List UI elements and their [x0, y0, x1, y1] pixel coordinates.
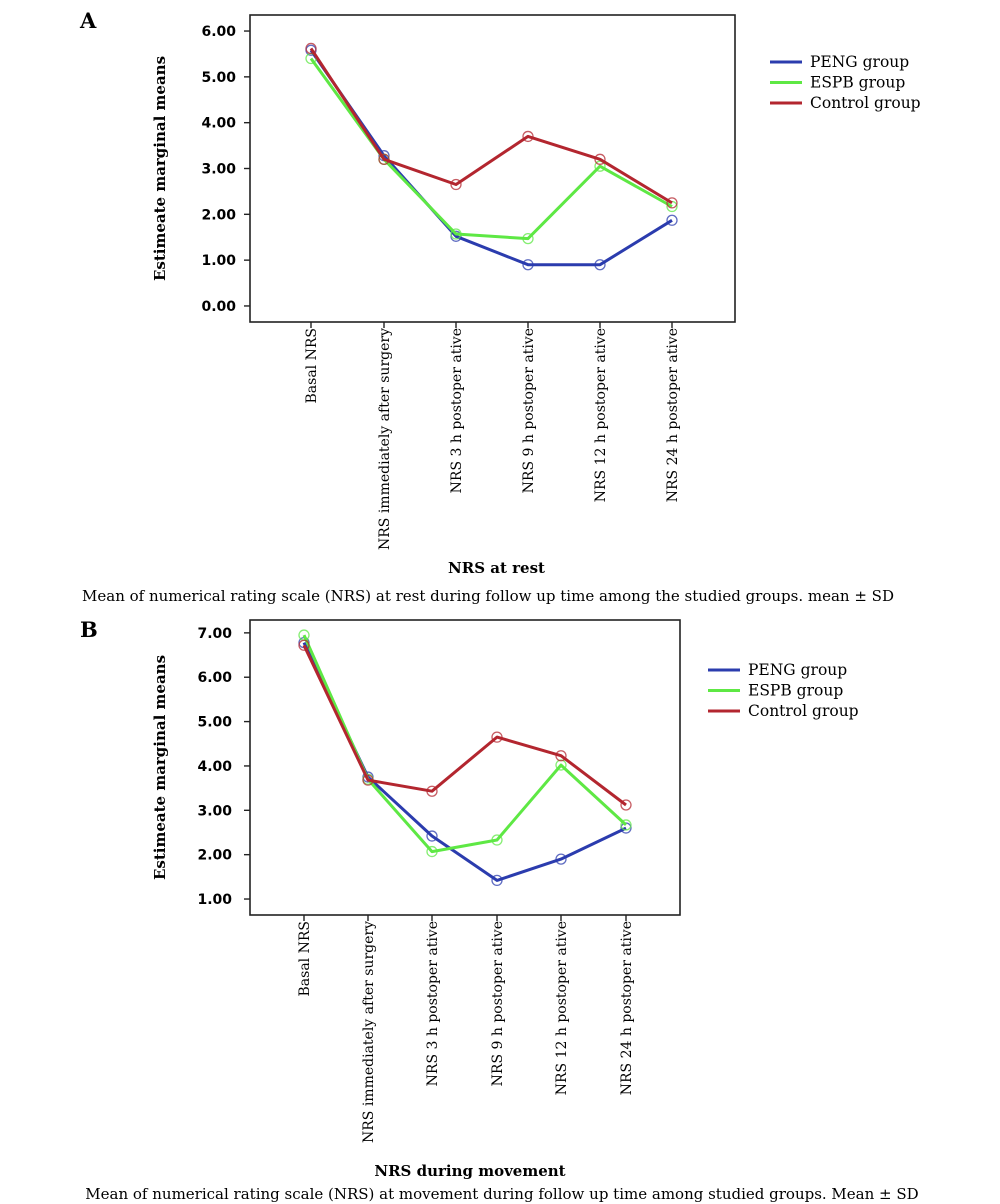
plot-frame — [249, 14, 736, 323]
series-line — [302, 644, 627, 807]
data-point — [522, 130, 534, 143]
y-tick-label: 3.00 — [201, 162, 236, 178]
x-tick-label: NRS 24 h postoper ative — [619, 921, 635, 1095]
x-tick-label: NRS 9 h postoper ative — [521, 328, 537, 493]
y-tick-label: 5.00 — [201, 70, 236, 86]
data-point — [362, 774, 374, 786]
legend-label: Control group — [748, 702, 859, 720]
x-tick-label: NRS 3 h postoper ative — [449, 328, 465, 493]
x-tick-label: NRS immediately after surgery — [377, 328, 393, 550]
series-line — [302, 634, 628, 854]
data-point — [555, 759, 567, 771]
legend-label: ESPB group — [748, 682, 843, 700]
y-tick-label: 2.00 — [197, 848, 232, 864]
legend-label: Control group — [810, 94, 921, 112]
data-point — [555, 750, 567, 762]
legend-label: PENG group — [810, 53, 909, 71]
y-tick-label: 3.00 — [197, 803, 232, 819]
data-point — [522, 259, 534, 271]
y-tick-label: 5.00 — [197, 715, 232, 731]
y-tick-label: 4.00 — [197, 759, 232, 775]
y-tick-label: 6.00 — [201, 24, 236, 40]
data-point — [491, 874, 503, 887]
y-tick-label: 6.00 — [197, 670, 232, 686]
data-point — [305, 42, 317, 55]
x-tick-label: NRS 12 h postoper ative — [593, 328, 609, 502]
x-tick-label: NRS 12 h postoper ative — [554, 921, 570, 1095]
data-point — [594, 259, 606, 271]
y-tick-label: 7.00 — [197, 626, 232, 642]
data-point — [426, 830, 438, 842]
x-tick-label: Basal NRS — [304, 328, 320, 403]
series-line — [309, 47, 673, 205]
data-point — [620, 799, 632, 811]
chart-panel-a: A 0.00 1.00 2.00 3.00 4.00 5.00 6.00 Basal NRS NR… — [79, 8, 921, 605]
legend-label: PENG group — [748, 661, 847, 679]
y-axis-label: Estimeate marginal means — [151, 56, 169, 281]
data-point — [450, 178, 462, 191]
x-tick-label: NRS 3 h postoper ative — [425, 921, 441, 1086]
x-tick-label: NRS 24 h postoper ative — [665, 328, 681, 502]
plot-frame — [249, 619, 681, 916]
y-tick-label: 1.00 — [197, 892, 232, 908]
series-line — [309, 57, 673, 241]
data-point — [378, 153, 390, 165]
x-axis-label: NRS during movement — [374, 1162, 565, 1180]
x-tick-label: NRS 9 h postoper ative — [490, 921, 506, 1086]
data-point — [491, 731, 503, 743]
data-point — [522, 232, 534, 245]
data-point — [555, 853, 567, 865]
legend-label: ESPB group — [810, 74, 905, 92]
panel-letter: A — [79, 8, 97, 33]
data-point — [620, 819, 632, 831]
x-tick-label: Basal NRS — [297, 921, 313, 996]
data-point — [594, 160, 606, 172]
y-tick-label: 1.00 — [201, 253, 236, 269]
y-tick-label: 0.00 — [201, 299, 236, 315]
x-axis-label: NRS at rest — [448, 559, 545, 577]
data-point — [491, 834, 503, 846]
x-tick-label: NRS immediately after surgery — [361, 921, 377, 1143]
data-point — [426, 785, 438, 797]
data-point — [426, 845, 438, 858]
figure-caption: Mean of numerical rating scale (NRS) at … — [82, 587, 894, 605]
figure-caption: Mean of numerical rating scale (NRS) at … — [85, 1185, 918, 1203]
data-point — [666, 214, 678, 226]
panel-letter: B — [80, 617, 98, 642]
series-line — [309, 49, 673, 267]
data-point — [666, 197, 678, 209]
data-point — [594, 153, 606, 165]
y-tick-label: 2.00 — [201, 207, 236, 223]
y-axis-label: Estimeate marginal means — [151, 655, 169, 880]
y-tick-label: 4.00 — [201, 116, 236, 132]
chart-panel-b: B 1.00 2.00 3.00 4.00 5.00 6.00 7.00 Basal NRS NR… — [80, 617, 919, 1203]
data-point — [450, 228, 462, 240]
data-point — [298, 639, 310, 651]
